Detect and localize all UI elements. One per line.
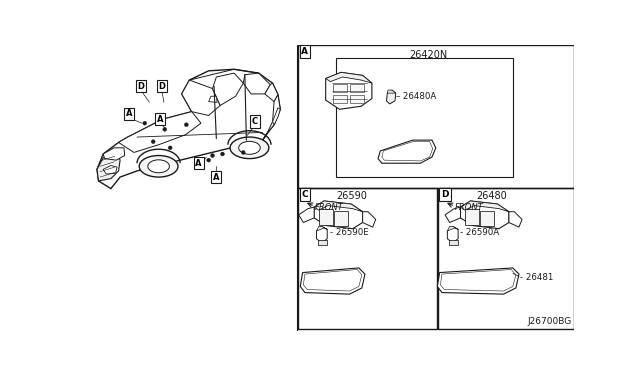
- Ellipse shape: [139, 155, 178, 177]
- Polygon shape: [273, 108, 280, 125]
- Text: - 26481: - 26481: [520, 273, 554, 282]
- Polygon shape: [447, 226, 458, 242]
- Polygon shape: [103, 166, 117, 174]
- Bar: [298, 188, 436, 329]
- Circle shape: [184, 123, 188, 126]
- Text: C: C: [301, 190, 308, 199]
- Polygon shape: [97, 153, 120, 181]
- Text: - 26590A: - 26590A: [460, 228, 500, 237]
- Polygon shape: [445, 207, 460, 222]
- Text: A: A: [157, 115, 163, 124]
- Bar: [333, 84, 348, 92]
- Polygon shape: [243, 73, 270, 94]
- Polygon shape: [118, 112, 201, 153]
- Text: A: A: [213, 173, 220, 182]
- Bar: [334, 211, 348, 226]
- Polygon shape: [437, 268, 519, 294]
- Circle shape: [241, 151, 245, 154]
- Polygon shape: [262, 95, 280, 140]
- Text: - 26480A: - 26480A: [397, 92, 436, 101]
- Bar: [438, 188, 573, 329]
- Text: - 26590E: - 26590E: [330, 228, 368, 237]
- Text: A: A: [301, 47, 308, 56]
- Polygon shape: [316, 226, 327, 242]
- Polygon shape: [326, 73, 372, 83]
- Circle shape: [221, 152, 225, 156]
- Text: 26480: 26480: [477, 190, 508, 201]
- Bar: [298, 45, 573, 188]
- Circle shape: [151, 140, 155, 144]
- Circle shape: [163, 128, 166, 131]
- Polygon shape: [103, 148, 125, 160]
- Polygon shape: [265, 83, 278, 102]
- Ellipse shape: [239, 141, 260, 154]
- Bar: [449, 240, 458, 245]
- Polygon shape: [460, 201, 509, 212]
- Polygon shape: [299, 207, 314, 222]
- Text: 26590: 26590: [337, 190, 367, 201]
- Ellipse shape: [148, 160, 170, 173]
- Bar: [336, 58, 513, 177]
- Polygon shape: [509, 212, 522, 227]
- Text: FRONT: FRONT: [455, 203, 484, 212]
- Polygon shape: [97, 69, 280, 189]
- Bar: [350, 84, 364, 92]
- Bar: [481, 211, 494, 226]
- Polygon shape: [447, 226, 458, 231]
- Circle shape: [168, 146, 172, 150]
- Polygon shape: [460, 201, 509, 229]
- Ellipse shape: [230, 137, 269, 158]
- Polygon shape: [212, 73, 243, 106]
- Text: D: D: [442, 190, 449, 199]
- Bar: [350, 95, 364, 103]
- Polygon shape: [182, 80, 220, 115]
- Text: 26420N: 26420N: [409, 51, 447, 60]
- Polygon shape: [300, 268, 365, 294]
- Polygon shape: [387, 90, 396, 104]
- Polygon shape: [209, 96, 217, 102]
- Text: A: A: [126, 109, 132, 118]
- Polygon shape: [316, 226, 327, 231]
- Text: D: D: [158, 82, 165, 91]
- Bar: [333, 95, 348, 103]
- Text: D: D: [138, 82, 145, 91]
- Bar: [319, 209, 333, 225]
- Text: C: C: [252, 117, 258, 126]
- Bar: [465, 209, 479, 225]
- Polygon shape: [314, 201, 363, 212]
- Text: J26700BG: J26700BG: [528, 317, 572, 327]
- Polygon shape: [326, 73, 372, 109]
- Text: FRONT: FRONT: [315, 203, 344, 212]
- Polygon shape: [363, 212, 376, 227]
- Circle shape: [207, 158, 211, 162]
- Text: A: A: [195, 159, 202, 168]
- Polygon shape: [378, 140, 436, 163]
- Circle shape: [143, 121, 147, 125]
- Polygon shape: [387, 90, 396, 93]
- Polygon shape: [314, 201, 363, 229]
- Circle shape: [211, 154, 214, 157]
- Bar: [318, 240, 327, 245]
